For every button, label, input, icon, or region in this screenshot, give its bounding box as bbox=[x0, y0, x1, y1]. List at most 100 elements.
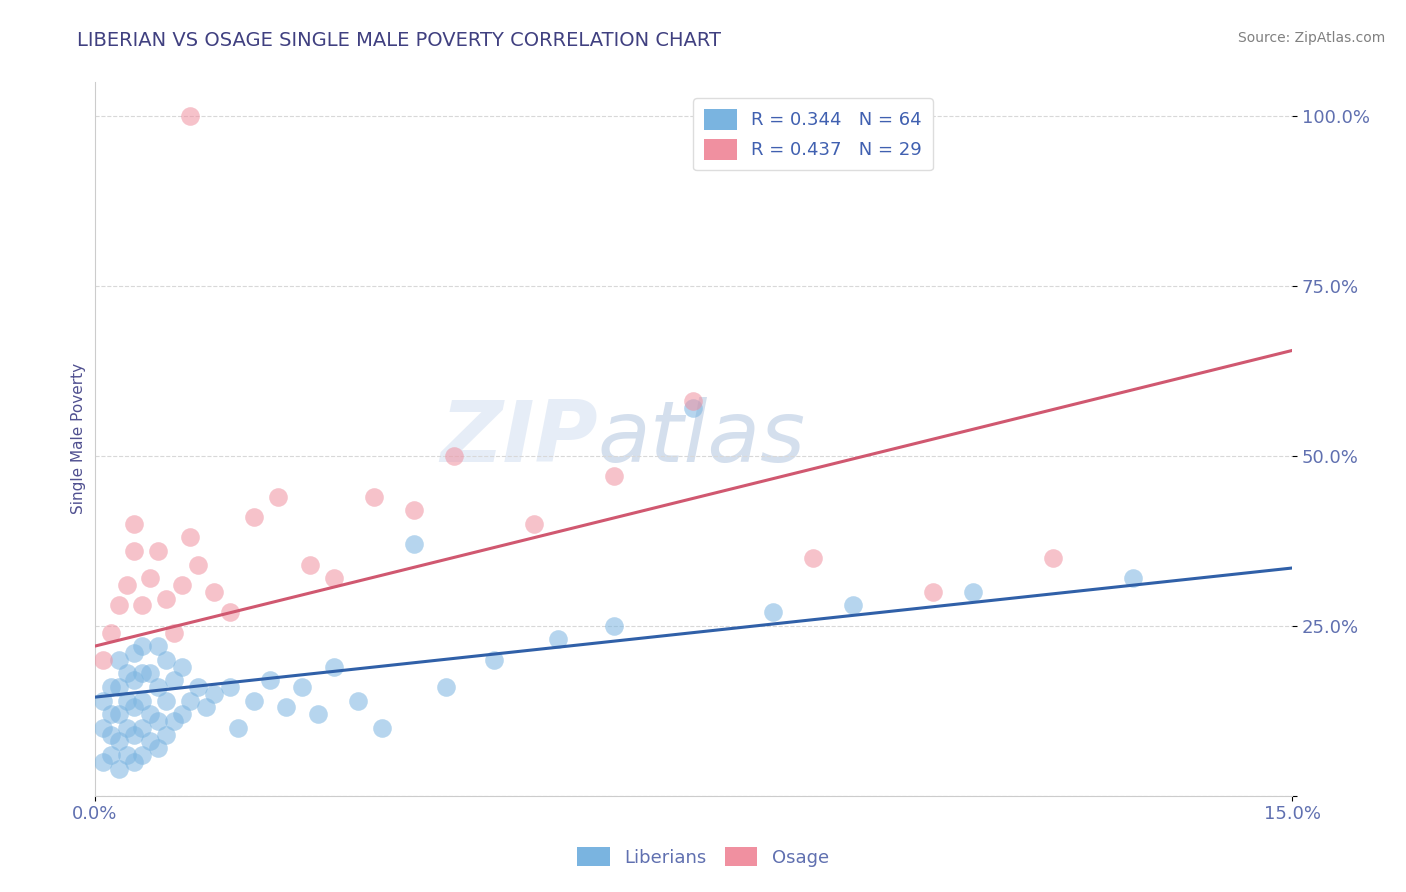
Point bbox=[107, 653, 129, 667]
Point bbox=[226, 721, 249, 735]
Point bbox=[148, 680, 170, 694]
Point bbox=[187, 680, 209, 694]
Point bbox=[124, 544, 146, 558]
Point bbox=[124, 700, 146, 714]
Point bbox=[91, 755, 114, 769]
Point bbox=[124, 673, 146, 688]
Point bbox=[347, 693, 370, 707]
Point bbox=[115, 721, 138, 735]
Point bbox=[131, 747, 153, 762]
Point bbox=[307, 707, 329, 722]
Point bbox=[91, 653, 114, 667]
Point bbox=[187, 558, 209, 572]
Point bbox=[842, 599, 865, 613]
Point bbox=[1121, 571, 1143, 585]
Point bbox=[219, 605, 242, 619]
Point bbox=[124, 646, 146, 660]
Point bbox=[523, 516, 546, 531]
Point bbox=[962, 584, 984, 599]
Point bbox=[155, 728, 177, 742]
Point bbox=[172, 707, 194, 722]
Point bbox=[402, 503, 425, 517]
Point bbox=[243, 510, 266, 524]
Text: ZIP: ZIP bbox=[440, 397, 598, 480]
Point bbox=[482, 653, 505, 667]
Point bbox=[682, 401, 704, 416]
Y-axis label: Single Male Poverty: Single Male Poverty bbox=[72, 363, 86, 515]
Point bbox=[100, 680, 122, 694]
Point bbox=[91, 721, 114, 735]
Point bbox=[100, 728, 122, 742]
Point bbox=[107, 707, 129, 722]
Point bbox=[299, 558, 322, 572]
Point bbox=[139, 707, 162, 722]
Point bbox=[115, 747, 138, 762]
Point bbox=[291, 680, 314, 694]
Point bbox=[402, 537, 425, 551]
Point bbox=[922, 584, 945, 599]
Point bbox=[124, 728, 146, 742]
Point bbox=[163, 673, 186, 688]
Point bbox=[1042, 550, 1064, 565]
Point bbox=[155, 693, 177, 707]
Point bbox=[148, 544, 170, 558]
Point bbox=[139, 734, 162, 748]
Point bbox=[371, 721, 394, 735]
Point bbox=[124, 516, 146, 531]
Point bbox=[202, 584, 225, 599]
Point bbox=[243, 693, 266, 707]
Point bbox=[91, 693, 114, 707]
Point bbox=[602, 619, 624, 633]
Point bbox=[115, 693, 138, 707]
Point bbox=[155, 591, 177, 606]
Text: Source: ZipAtlas.com: Source: ZipAtlas.com bbox=[1237, 31, 1385, 45]
Point bbox=[163, 625, 186, 640]
Point bbox=[163, 714, 186, 728]
Point bbox=[131, 639, 153, 653]
Point bbox=[323, 659, 346, 673]
Point bbox=[219, 680, 242, 694]
Point bbox=[363, 490, 385, 504]
Point bbox=[155, 653, 177, 667]
Point bbox=[139, 666, 162, 681]
Point bbox=[259, 673, 281, 688]
Point bbox=[276, 700, 298, 714]
Point bbox=[172, 578, 194, 592]
Point bbox=[202, 687, 225, 701]
Point bbox=[762, 605, 785, 619]
Point bbox=[323, 571, 346, 585]
Point bbox=[267, 490, 290, 504]
Point bbox=[131, 599, 153, 613]
Point bbox=[131, 721, 153, 735]
Point bbox=[100, 625, 122, 640]
Point bbox=[100, 747, 122, 762]
Text: LIBERIAN VS OSAGE SINGLE MALE POVERTY CORRELATION CHART: LIBERIAN VS OSAGE SINGLE MALE POVERTY CO… bbox=[77, 31, 721, 50]
Point bbox=[179, 530, 201, 544]
Legend: R = 0.344   N = 64, R = 0.437   N = 29: R = 0.344 N = 64, R = 0.437 N = 29 bbox=[693, 98, 932, 170]
Point bbox=[179, 109, 201, 123]
Point bbox=[131, 666, 153, 681]
Point bbox=[443, 449, 465, 463]
Point bbox=[139, 571, 162, 585]
Point bbox=[100, 707, 122, 722]
Point bbox=[179, 693, 201, 707]
Point bbox=[107, 680, 129, 694]
Legend: Liberians, Osage: Liberians, Osage bbox=[569, 840, 837, 874]
Point bbox=[602, 469, 624, 483]
Point bbox=[107, 599, 129, 613]
Point bbox=[115, 666, 138, 681]
Point bbox=[107, 734, 129, 748]
Text: atlas: atlas bbox=[598, 397, 806, 480]
Point bbox=[124, 755, 146, 769]
Point bbox=[682, 394, 704, 409]
Point bbox=[434, 680, 457, 694]
Point bbox=[195, 700, 218, 714]
Point bbox=[115, 578, 138, 592]
Point bbox=[148, 714, 170, 728]
Point bbox=[547, 632, 569, 647]
Point bbox=[148, 741, 170, 756]
Point bbox=[148, 639, 170, 653]
Point bbox=[172, 659, 194, 673]
Point bbox=[801, 550, 824, 565]
Point bbox=[107, 762, 129, 776]
